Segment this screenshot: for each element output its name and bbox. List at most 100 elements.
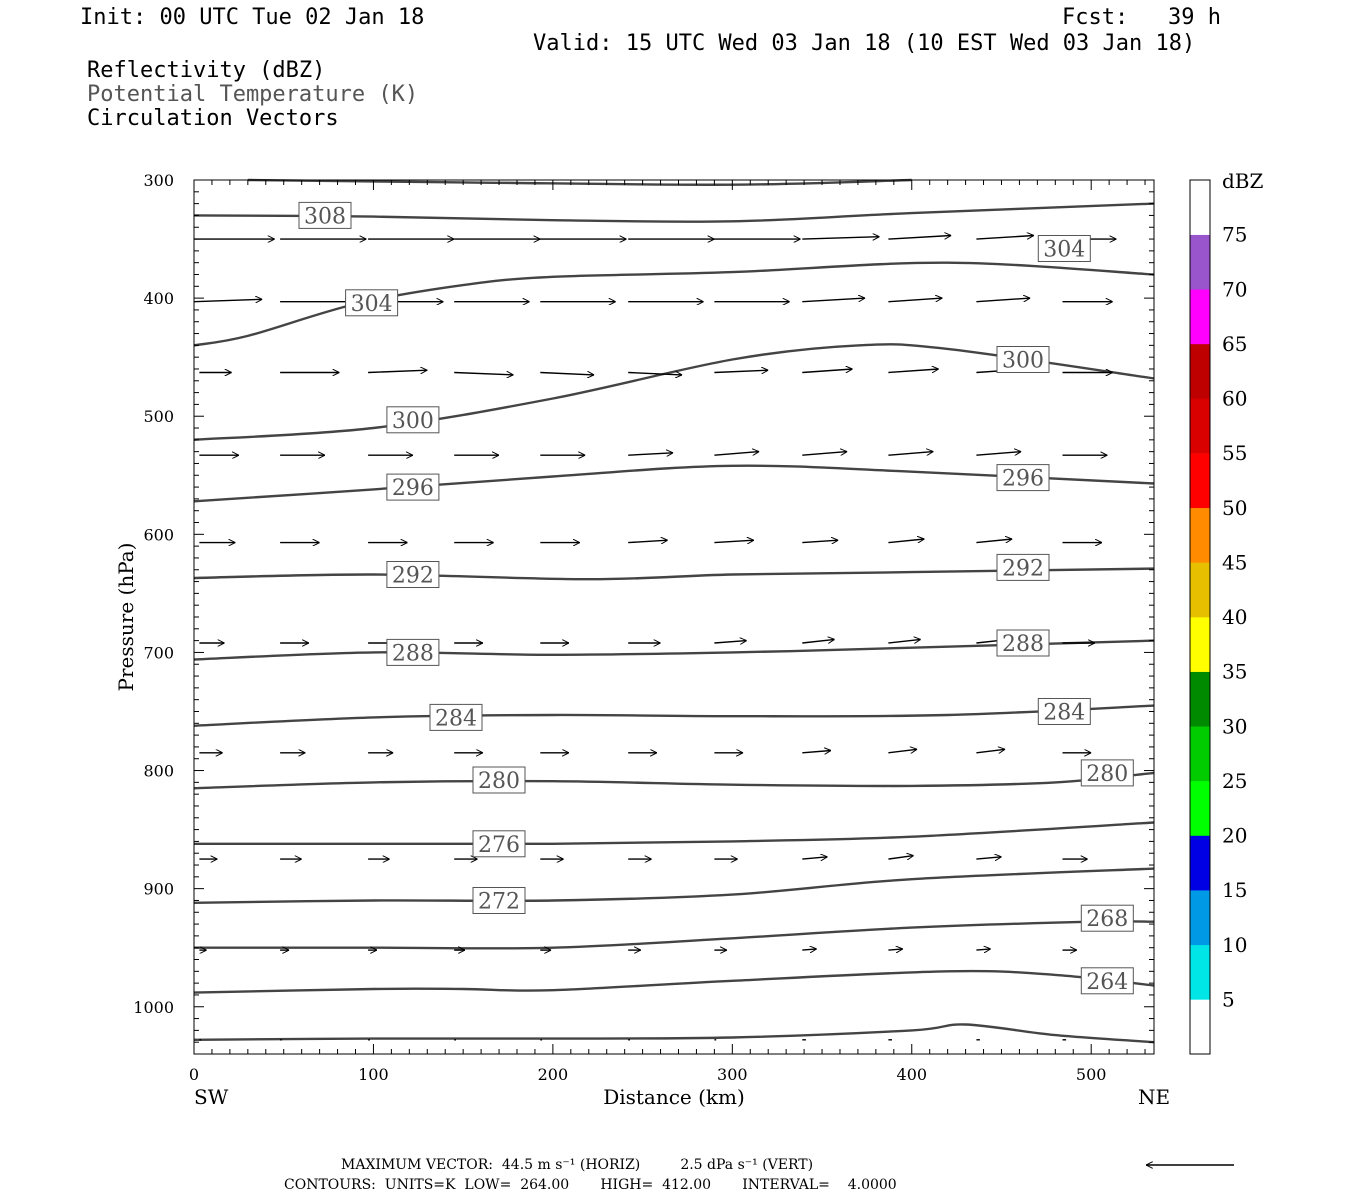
field-label-vectors: Circulation Vectors (87, 106, 339, 131)
theta-contour-line (193, 343, 1155, 441)
circulation-vector (976, 452, 1021, 456)
colorbar-segment (1190, 180, 1210, 235)
y-tick-label: 1000 (133, 998, 174, 1017)
colorbar-label: 30 (1222, 714, 1247, 738)
contour-label-box (1080, 759, 1134, 787)
colorbar-label: 70 (1222, 277, 1247, 301)
colorbar-segment (1190, 617, 1210, 672)
contour-label-box (996, 464, 1050, 492)
theta-contour-line (193, 704, 1155, 727)
contour-label: 268 (1086, 907, 1128, 932)
contour-label-box (1080, 967, 1134, 995)
contour-label-box (996, 629, 1050, 657)
contour-label-box (996, 346, 1050, 373)
colorbar-frame (1189, 179, 1211, 1055)
contours-note: CONTOURS: UNITS=K LOW= 264.00 HIGH= 412.… (284, 1177, 897, 1193)
colorbar-label: 65 (1222, 332, 1247, 356)
contour-label: 300 (392, 409, 434, 434)
circulation-vector (454, 373, 513, 375)
x-end-label-sw: SW (194, 1085, 229, 1109)
theta-contour-line (247, 178, 912, 186)
circulation-vector (714, 452, 759, 456)
contour-label-box (386, 406, 440, 434)
contour-label-box (996, 553, 1050, 581)
circulation-vector (888, 749, 917, 753)
init-time: Init: 00 UTC Tue 02 Jan 18 (80, 5, 425, 30)
contour-label-box (386, 561, 440, 588)
circulation-vector (368, 370, 427, 372)
colorbar-label: 45 (1222, 550, 1247, 574)
contour-label: 280 (478, 769, 520, 794)
circulation-vector (976, 298, 1030, 303)
circulation-vector (976, 749, 1005, 753)
colorbar-segment (1190, 562, 1210, 618)
colorbar-segment (1190, 944, 1210, 1000)
contour-label-box (472, 887, 526, 914)
contour-label-box (1080, 904, 1134, 932)
contour-label: 304 (1043, 238, 1085, 263)
contour-label-box (429, 703, 483, 731)
theta-contour-line (193, 464, 1155, 503)
colorbar-segment (1190, 507, 1210, 563)
circulation-vector (628, 540, 668, 542)
theta-contour-line (194, 821, 1155, 846)
colorbar-segment (1190, 343, 1210, 399)
colorbar-segment (1190, 234, 1210, 290)
x-tick-label: 100 (358, 1065, 389, 1084)
circulation-vector (628, 453, 673, 455)
y-tick-label: 900 (143, 880, 174, 899)
y-axis-label: Pressure (hPa) (114, 543, 138, 692)
circulation-vector (888, 949, 902, 950)
colorbar-label: 15 (1222, 878, 1247, 902)
y-tick-label: 600 (143, 525, 174, 544)
contour-label: 288 (392, 641, 434, 666)
theta-contour-line (193, 1023, 1155, 1044)
theta-contour-line (193, 867, 1155, 904)
x-axis-label: Distance (km) (603, 1085, 745, 1109)
circulation-vector (888, 639, 920, 644)
colorbar-label: 75 (1222, 223, 1247, 247)
colorbar-label: 20 (1222, 824, 1247, 848)
x-tick-label: 400 (897, 1065, 928, 1084)
colorbar-segment (1190, 671, 1210, 727)
colorbar-segment (1190, 453, 1210, 509)
colorbar-label: 55 (1222, 441, 1247, 465)
field-label-reflectivity: Reflectivity (dBZ) (87, 58, 326, 83)
circulation-vector (193, 299, 262, 301)
contour-label: 296 (1002, 467, 1044, 492)
circulation-vector (976, 539, 1012, 544)
colorbar-segment (1190, 289, 1210, 345)
field-label-theta: Potential Temperature (K) (87, 82, 419, 107)
colorbar-segment (1190, 726, 1210, 782)
circulation-vector (802, 639, 834, 644)
contour-label: 284 (1043, 701, 1085, 726)
circulation-vector (802, 751, 831, 753)
circulation-vector (888, 452, 933, 456)
contour-label-box (386, 473, 440, 501)
circulation-vector (888, 298, 942, 303)
y-tick-label: 500 (143, 407, 174, 426)
x-tick-label: 0 (189, 1065, 199, 1084)
circulation-vector (714, 540, 754, 542)
colorbar-label: 25 (1222, 769, 1247, 793)
colorbar-segment (1190, 398, 1210, 454)
theta-contour-line (193, 202, 1155, 223)
contour-label: 288 (1002, 632, 1044, 657)
forecast-hour: Fcst: 39 h (1062, 5, 1221, 30)
y-tick-label: 700 (143, 643, 174, 662)
valid-time: Valid: 15 UTC Wed 03 Jan 18 (10 EST Wed … (533, 31, 1196, 56)
contour-label-box (345, 289, 399, 317)
colorbar-title: dBZ (1222, 169, 1264, 193)
contour-label: 284 (435, 706, 477, 731)
circulation-vector (714, 641, 746, 643)
contour-label-box (298, 201, 352, 229)
contour-label: 276 (478, 833, 520, 858)
colorbar-label: 5 (1222, 987, 1235, 1011)
circulation-vector (888, 856, 913, 860)
y-tick-label: 400 (143, 289, 174, 308)
circulation-vector (802, 452, 847, 456)
contour-label: 292 (392, 564, 434, 589)
contour-label: 300 (1002, 349, 1044, 374)
theta-contour-line (193, 969, 1155, 994)
